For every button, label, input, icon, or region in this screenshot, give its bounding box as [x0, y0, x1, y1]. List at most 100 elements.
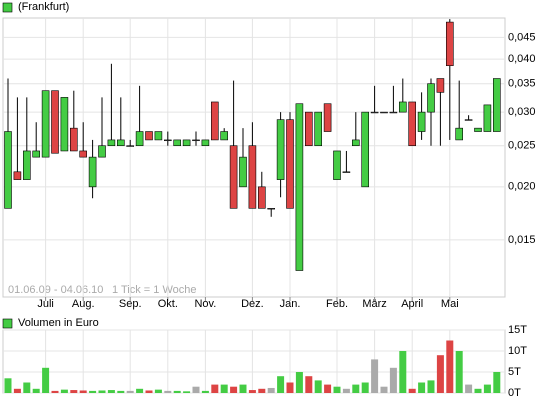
candle-body [60, 97, 69, 152]
volume-bar [314, 380, 322, 393]
volume-bar [70, 390, 78, 393]
volume-bar [60, 389, 68, 393]
candle-body [276, 119, 285, 180]
candle-body [145, 131, 153, 141]
legend-swatch [2, 318, 13, 329]
volume-bar [493, 372, 501, 393]
volume-bar [79, 390, 87, 393]
y-tick-label: 10T [508, 345, 527, 357]
candle-body [257, 186, 266, 209]
volume-bar [389, 367, 397, 393]
volume-bar [248, 390, 256, 393]
volume-bar [352, 384, 360, 393]
volume-bar [13, 388, 21, 393]
x-tick-label: Nov. [194, 298, 216, 310]
volume-bar [267, 387, 275, 393]
volume-bar [446, 340, 454, 393]
candle-body [192, 139, 200, 142]
volume-bar [230, 386, 238, 393]
volume-bar [455, 351, 463, 393]
candle-body [98, 145, 106, 158]
x-tick-label: Juli [37, 298, 54, 310]
y-tick-label: 0,045 [508, 31, 536, 43]
volume-bar [89, 390, 97, 393]
candle-body [70, 127, 78, 152]
volume-bar [342, 388, 350, 393]
legend-label: Volumen in Euro [18, 317, 99, 329]
candle-body [445, 21, 454, 66]
volume-bar [408, 388, 416, 393]
candle-body [164, 139, 172, 142]
volume-bar [183, 391, 191, 393]
note: 1 Tick = 1 Woche [112, 284, 196, 296]
volume-bar [23, 382, 31, 393]
volume-bar [286, 382, 294, 393]
y-tick-label: 0,040 [508, 53, 536, 65]
volume-bar [483, 384, 491, 393]
volume-bar [201, 390, 209, 393]
candle-body [32, 150, 41, 158]
candle-body [455, 127, 464, 141]
candle-body [361, 111, 370, 188]
volume-bar [258, 388, 266, 393]
candle-body [173, 139, 181, 147]
volume-bar [192, 386, 200, 393]
volume-bar [436, 355, 444, 393]
candle-body [483, 104, 492, 132]
period: 01.06.09 - 04.06.10 [8, 284, 103, 296]
candle-body [135, 131, 144, 147]
candle-body [370, 111, 379, 114]
volume-bar [4, 378, 12, 393]
volume-bar [126, 390, 134, 393]
volume-bar [295, 372, 303, 393]
volume-bar [474, 388, 482, 393]
candle-body [41, 90, 50, 158]
volume-bar [305, 376, 313, 393]
candle-body [351, 139, 360, 147]
candle-body [304, 111, 313, 147]
candle-body [248, 145, 257, 209]
candle-body [201, 139, 210, 147]
legend-label: (Frankfurt) [18, 1, 69, 13]
y-tick-label: 0T [508, 387, 521, 399]
plot-frame [2, 17, 506, 298]
volume-bar [51, 390, 59, 393]
candle-body [182, 139, 191, 147]
volume-bar [211, 384, 219, 393]
x-tick-label: Feb. [326, 298, 348, 310]
x-tick-label: April [401, 298, 423, 310]
candle-body [107, 139, 116, 147]
candle-body [389, 111, 398, 114]
x-tick-label: Okt. [158, 298, 178, 310]
volume-bar [154, 389, 162, 393]
volume-bar [418, 382, 426, 393]
volume-bar [324, 384, 332, 393]
volume-bar [173, 390, 181, 393]
volume-bar [277, 376, 285, 393]
y-tick-label: 5T [508, 366, 521, 378]
candle-body [323, 103, 332, 132]
y-tick-label: 0,020 [508, 181, 536, 193]
x-tick-label: März [362, 298, 386, 310]
volume-bar [239, 384, 247, 393]
candle-body [436, 78, 445, 93]
candle-body [492, 78, 501, 132]
volume-bar [465, 384, 473, 393]
volume-bar [117, 390, 125, 393]
candle-body [211, 101, 219, 141]
candle-body [314, 111, 323, 147]
y-tick-label: 0,035 [508, 78, 536, 90]
candle-body [117, 139, 125, 147]
volume-bar [371, 359, 379, 393]
volume-bar [361, 382, 369, 393]
x-tick-label: Mai [441, 298, 459, 310]
candle-body [417, 111, 426, 132]
x-tick-label: Aug. [72, 298, 95, 310]
volume-bar [107, 390, 115, 393]
candle-body [22, 150, 31, 180]
candle-body [13, 171, 22, 180]
candle-body [267, 208, 276, 210]
y-tick-label: 0,030 [508, 106, 536, 118]
y-tick-label: 0,015 [508, 234, 536, 246]
